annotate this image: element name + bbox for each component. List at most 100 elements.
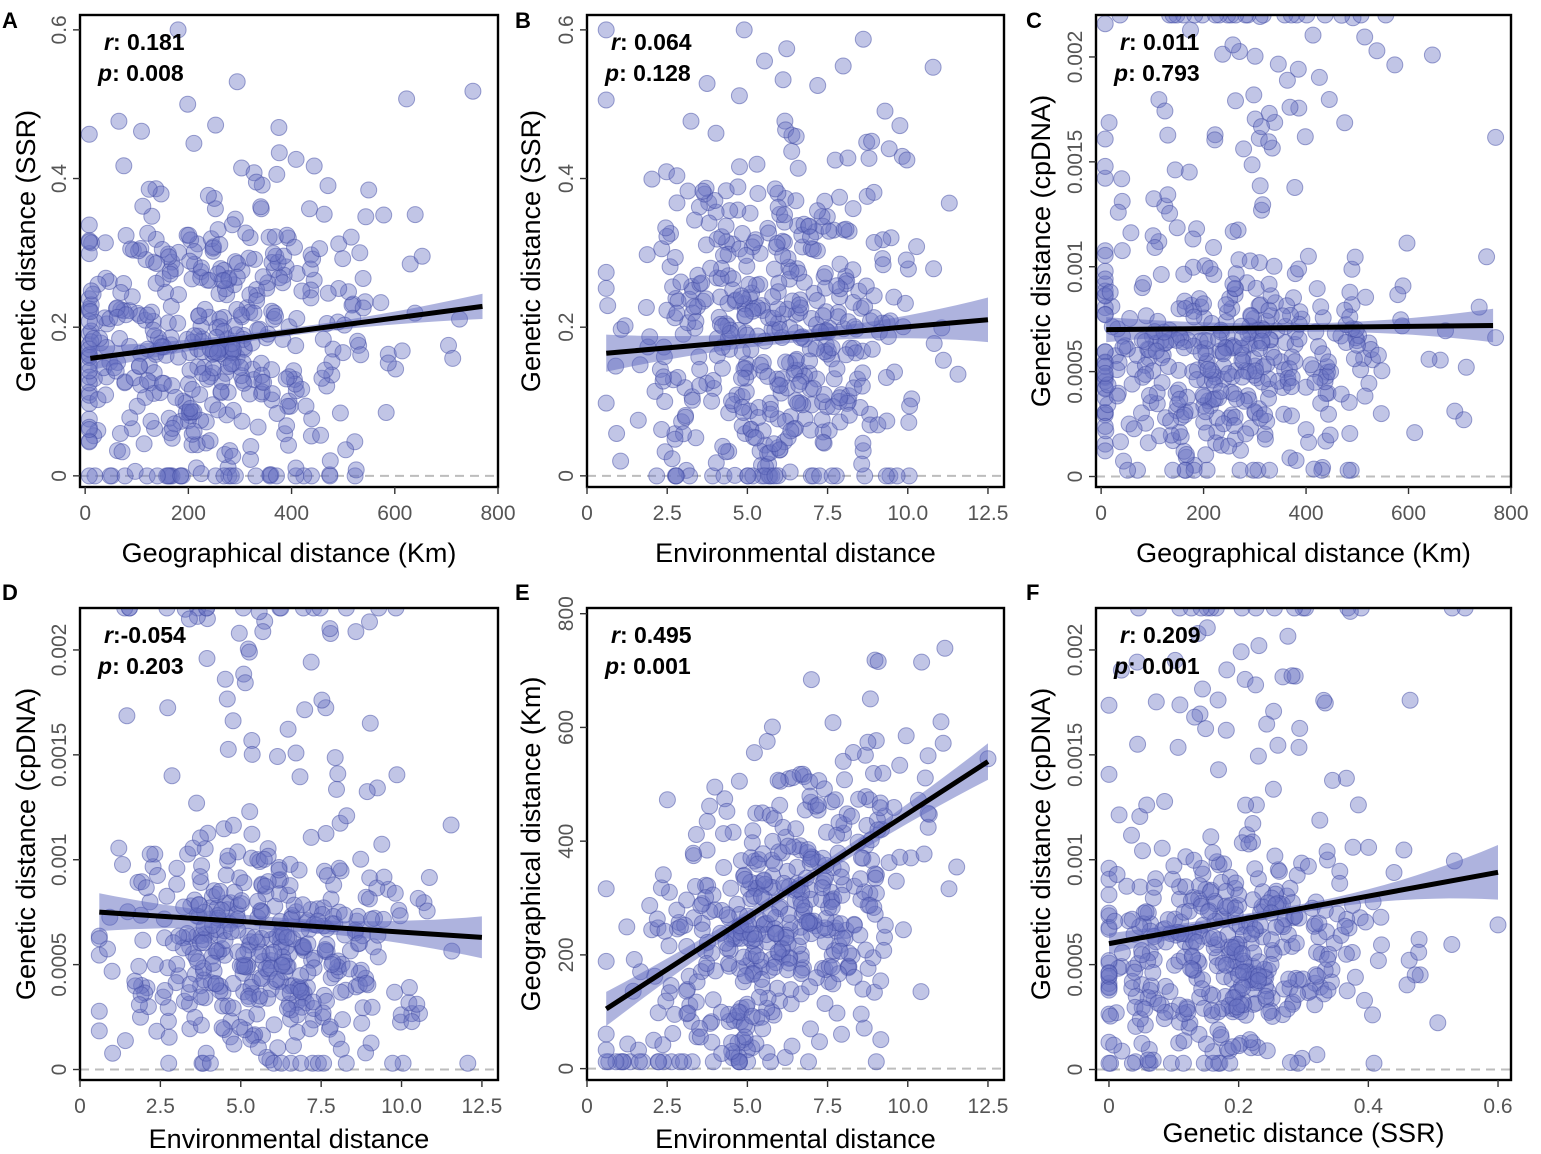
data-point: [156, 929, 174, 947]
data-point: [1279, 627, 1297, 645]
data-point: [1144, 964, 1162, 981]
data-point: [213, 1019, 231, 1037]
data-point: [406, 206, 424, 224]
p-statistic: p: 0.008: [97, 60, 184, 86]
data-point: [279, 229, 297, 247]
data-point: [1100, 696, 1118, 714]
data-point: [1243, 925, 1260, 943]
data-point: [147, 180, 165, 198]
x-tick-label: 600: [377, 502, 412, 525]
data-point: [643, 921, 661, 939]
x-tick-label: 7.5: [307, 1095, 336, 1118]
panel-letter: F: [1026, 580, 1039, 605]
data-point: [217, 866, 235, 884]
data-point: [362, 1034, 380, 1052]
data-point: [891, 848, 909, 866]
data-point: [1220, 365, 1238, 383]
panel-d: 0 2.5 5.0 7.5 10.0 12.5 0 0.0005 0.001 0.0015 0.00…: [2, 580, 502, 1154]
data-point: [1105, 1036, 1123, 1054]
data-point: [357, 1044, 375, 1062]
data-point: [357, 208, 375, 226]
data-point: [703, 392, 721, 410]
data-point: [852, 1005, 870, 1023]
data-point: [730, 1048, 748, 1066]
data-point: [134, 197, 152, 215]
data-point: [766, 180, 784, 198]
data-point: [703, 1033, 721, 1051]
data-point: [89, 275, 107, 293]
data-point: [262, 959, 280, 977]
data-point: [233, 159, 251, 177]
regression-line: [99, 909, 483, 940]
data-point: [316, 941, 334, 959]
data-point: [778, 961, 796, 979]
data-point: [1320, 405, 1337, 423]
data-point: [779, 250, 797, 267]
data-point: [788, 350, 806, 368]
data-point: [1357, 288, 1375, 306]
data-point: [690, 198, 708, 216]
data-point: [311, 608, 329, 617]
data-point: [765, 260, 783, 278]
data-point: [654, 866, 672, 884]
data-point: [1274, 307, 1292, 325]
data-point: [1112, 433, 1129, 451]
data-point: [1266, 113, 1284, 131]
data-point: [370, 608, 388, 617]
data-point: [97, 386, 115, 404]
data-point: [277, 370, 295, 388]
data-point: [744, 467, 762, 485]
panel-letter: E: [515, 580, 530, 605]
data-point: [1181, 1014, 1199, 1032]
data-point: [292, 983, 310, 1000]
data-point: [361, 714, 379, 732]
data-point: [718, 802, 736, 820]
data-point: [723, 1042, 741, 1060]
data-point: [197, 1044, 215, 1062]
data-point: [350, 976, 368, 994]
data-point: [1123, 979, 1141, 997]
data-point: [111, 425, 129, 442]
data-point: [655, 368, 673, 386]
data-point: [147, 230, 165, 248]
data-point: [1250, 637, 1268, 655]
data-point: [729, 1034, 747, 1052]
data-point: [243, 745, 261, 763]
data-point: [774, 71, 792, 89]
data-point: [1102, 1007, 1119, 1025]
data-point: [231, 358, 249, 376]
data-point: [1290, 738, 1308, 756]
data-point: [1161, 983, 1179, 1001]
data-point: [1100, 886, 1118, 904]
data-point: [793, 896, 811, 914]
regression-line: [1108, 869, 1499, 947]
data-point: [717, 217, 735, 235]
data-point: [1174, 1054, 1192, 1072]
data-point: [840, 406, 858, 424]
data-point: [1164, 870, 1181, 888]
data-point: [735, 948, 753, 966]
data-point: [825, 890, 843, 908]
data-point: [1166, 651, 1184, 669]
data-point: [747, 804, 765, 822]
data-point: [288, 310, 306, 327]
data-point: [1227, 15, 1245, 24]
data-point: [845, 916, 863, 934]
data-point: [597, 1053, 615, 1071]
data-point: [802, 1020, 819, 1038]
data-point: [80, 368, 98, 386]
data-point: [948, 858, 966, 876]
data-point: [241, 286, 259, 304]
data-point: [1368, 42, 1386, 60]
data-point: [301, 260, 319, 278]
data-point: [1225, 338, 1243, 356]
p-statistic: p: 0.001: [604, 653, 691, 679]
data-point: [1356, 387, 1374, 405]
data-point: [278, 226, 296, 244]
x-tick-label: 10.0: [381, 1095, 422, 1118]
data-point: [799, 841, 817, 859]
data-point: [1226, 899, 1244, 917]
data-point: [1337, 334, 1355, 351]
r-statistic: r: 0.011: [1120, 29, 1199, 55]
data-point: [379, 345, 397, 363]
